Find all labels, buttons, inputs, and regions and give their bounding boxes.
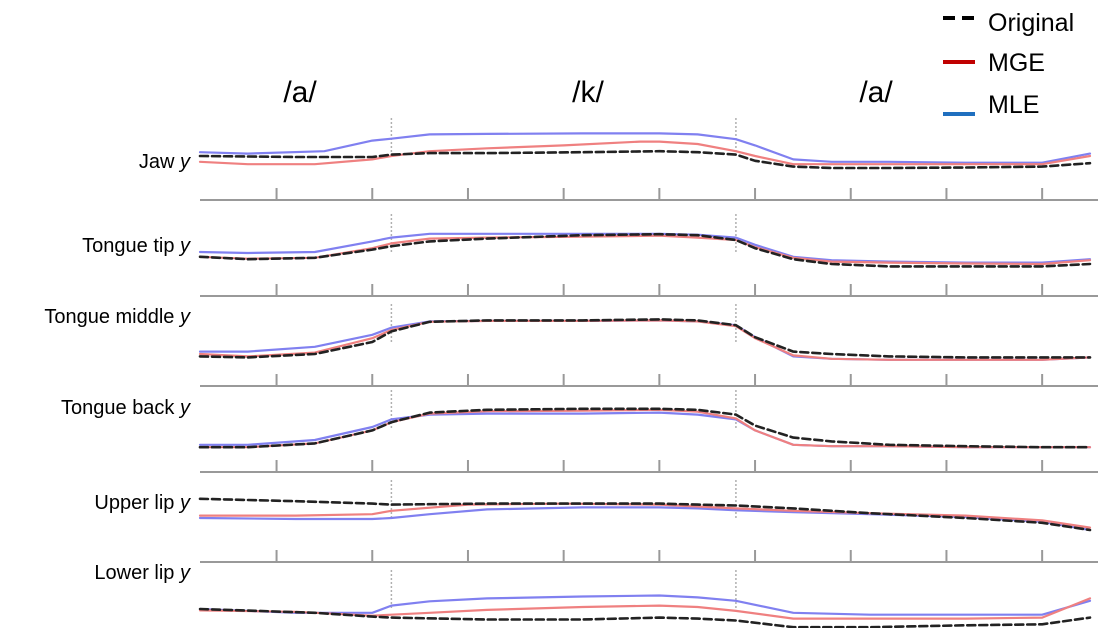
panel-tongue-back: Tongue back y bbox=[61, 390, 1098, 473]
series-line-mle bbox=[198, 319, 1092, 361]
row-label: Upper lip y bbox=[94, 492, 191, 514]
row-label-name: Lower lip bbox=[94, 562, 180, 584]
row-label-name: Jaw bbox=[139, 151, 180, 173]
row-label-var: y bbox=[178, 151, 191, 173]
series-line-mge bbox=[198, 597, 1092, 620]
row-label-name: Tongue tip bbox=[82, 235, 180, 257]
row-label-var: y bbox=[178, 235, 191, 257]
series-line-original bbox=[198, 607, 1092, 628]
series-line-mge bbox=[198, 140, 1092, 166]
row-label: Jaw y bbox=[139, 151, 191, 173]
row-label: Tongue middle y bbox=[44, 306, 191, 328]
row-label-name: Upper lip bbox=[94, 492, 180, 514]
panel-lower-lip: Lower lip y bbox=[94, 562, 1092, 628]
legend-label-original: Original bbox=[988, 9, 1074, 37]
phoneme-label-0: /a/ bbox=[283, 76, 317, 109]
legend: Original MGE MLE bbox=[943, 9, 1074, 119]
panel-tongue-tip: Tongue tip y bbox=[82, 214, 1098, 297]
series-line-original bbox=[198, 318, 1092, 359]
series-line-mle bbox=[198, 594, 1092, 616]
series-line-original bbox=[198, 407, 1092, 449]
series-line-mle bbox=[198, 411, 1092, 449]
row-label-var: y bbox=[178, 306, 191, 328]
row-label-name: Tongue middle bbox=[44, 306, 180, 328]
row-label-var: y bbox=[178, 397, 191, 419]
row-label: Tongue tip y bbox=[82, 235, 191, 257]
row-label: Tongue back y bbox=[61, 397, 191, 419]
row-label: Lower lip y bbox=[94, 562, 191, 584]
panel-upper-lip: Upper lip y bbox=[94, 480, 1098, 563]
series-line-mge bbox=[198, 319, 1092, 361]
legend-label-mle: MLE bbox=[988, 91, 1039, 119]
panel-jaw: Jaw y bbox=[139, 118, 1098, 201]
series-line-mle bbox=[198, 232, 1092, 264]
row-label-name: Tongue back bbox=[61, 397, 180, 419]
series-line-original bbox=[198, 232, 1092, 268]
series-line-mge bbox=[198, 408, 1092, 449]
phoneme-label-2: /a/ bbox=[859, 76, 893, 109]
series-line-mge bbox=[198, 502, 1092, 529]
legend-label-mge: MGE bbox=[988, 49, 1045, 77]
series-line-mle bbox=[198, 132, 1092, 164]
row-label-var: y bbox=[178, 492, 191, 514]
phoneme-labels: /a/ /k/ /a/ bbox=[283, 76, 893, 109]
series-line-mge bbox=[198, 234, 1092, 266]
series-line-original bbox=[198, 149, 1092, 170]
row-label-var: y bbox=[178, 562, 191, 584]
panel-tongue-middle: Tongue middle y bbox=[44, 304, 1098, 387]
phoneme-label-1: /k/ bbox=[572, 76, 604, 109]
series-line-original bbox=[198, 497, 1092, 532]
